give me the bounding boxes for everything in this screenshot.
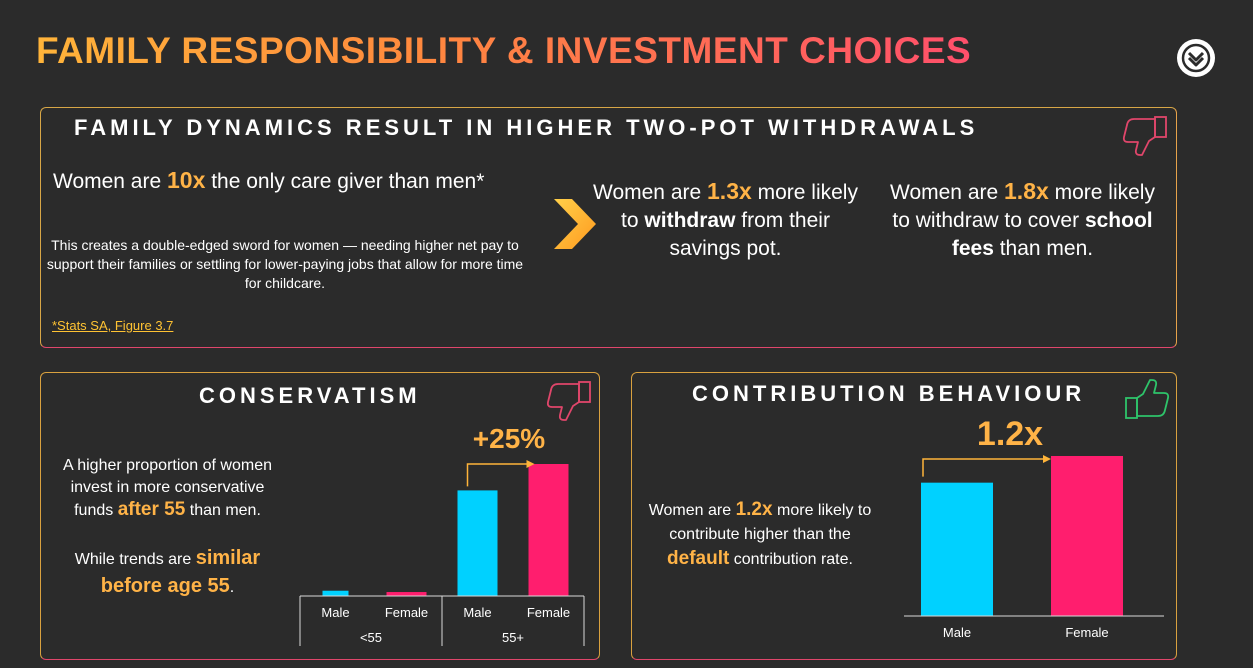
annotation-arrowhead bbox=[526, 460, 535, 468]
contribution-text: Women are 1.2x more likely to contribute… bbox=[640, 498, 880, 572]
group-label: <55 bbox=[360, 630, 382, 645]
annotation-label: 1.2x bbox=[977, 415, 1043, 453]
tick-label: Female bbox=[385, 605, 428, 620]
conservatism-text: A higher proportion of women invest in m… bbox=[50, 455, 285, 522]
school-fees-stat: Women are 1.8x more likely to withdraw t… bbox=[880, 177, 1165, 263]
stat-value: 1.2x bbox=[735, 499, 773, 520]
stat-bold: withdraw bbox=[644, 209, 736, 232]
stat-value: similar before age 55 bbox=[100, 547, 261, 597]
discovery-logo-icon bbox=[1177, 39, 1215, 77]
stat-text: from their savings pot. bbox=[669, 209, 830, 260]
chart-bar bbox=[457, 490, 498, 596]
stat-text: contribution rate. bbox=[729, 551, 853, 568]
tick-label: Female bbox=[527, 605, 570, 620]
stat-text: Women are bbox=[593, 181, 708, 204]
stat-value: 1.3x bbox=[707, 178, 752, 204]
stat-text: than men. bbox=[185, 502, 261, 519]
conservatism-panel bbox=[40, 372, 600, 660]
annotation-label: +25% bbox=[473, 423, 545, 454]
conservatism-chart: Male Female Male Female<55 55++25% bbox=[299, 423, 585, 646]
stat-text: than men. bbox=[993, 237, 1094, 260]
stat-text: . bbox=[229, 579, 235, 596]
annotation-arrow bbox=[466, 463, 527, 487]
stat-text: more likely to withdraw to cover bbox=[892, 181, 1155, 232]
stat-text: Women are bbox=[648, 502, 736, 519]
annotation-arrow bbox=[922, 458, 1043, 477]
thumbs-down-icon bbox=[1122, 116, 1167, 156]
source-link[interactable]: *Stats SA, Figure 3.7 bbox=[52, 318, 174, 333]
tick-label: Female bbox=[1065, 625, 1108, 640]
thumbs-up-icon bbox=[1125, 379, 1170, 419]
stat-text: Women are bbox=[890, 181, 1005, 204]
family-dynamics-heading: FAMILY DYNAMICS RESULT IN HIGHER TWO-POT… bbox=[74, 115, 979, 140]
stat-text: more likely to contribute higher than th… bbox=[669, 502, 872, 543]
chart-bar bbox=[322, 590, 349, 596]
chart-bar bbox=[1051, 456, 1123, 616]
tick-label: Male bbox=[463, 605, 491, 620]
stat-value: 10x bbox=[167, 167, 206, 193]
family-dynamics-panel bbox=[40, 107, 1177, 348]
contribution-panel bbox=[631, 372, 1177, 660]
family-description: This creates a double-edged sword for wo… bbox=[46, 237, 524, 291]
stat-text: A higher proportion of women invest in m… bbox=[62, 457, 272, 519]
stat-text: While trends are bbox=[74, 551, 196, 568]
stat-text: more likely to bbox=[621, 181, 858, 232]
tick-label: Male bbox=[943, 625, 971, 640]
chevron-right-icon bbox=[554, 199, 596, 249]
chart-bar bbox=[386, 592, 427, 596]
conservatism-trend-text: While trends are similar before age 55. bbox=[50, 545, 285, 601]
page-title: FAMILY RESPONSIBILITY & INVESTMENT CHOIC… bbox=[36, 30, 972, 71]
stat-bold: default bbox=[667, 548, 730, 569]
care-giver-stat: Women are 10x the only care giver than m… bbox=[53, 167, 484, 194]
stat-text: Women are bbox=[53, 170, 167, 193]
stat-value: after 55 bbox=[117, 499, 186, 520]
chart-bar bbox=[528, 464, 569, 596]
thumbs-down-icon bbox=[546, 381, 591, 421]
group-label: 55+ bbox=[502, 630, 524, 645]
contribution-chart: Male Female 1.2x bbox=[904, 415, 1164, 640]
stat-value: 1.8x bbox=[1004, 178, 1049, 204]
conservatism-heading: CONSERVATISM bbox=[199, 383, 421, 408]
tick-label: Male bbox=[321, 605, 349, 620]
stat-text: the only care giver than men* bbox=[205, 170, 485, 193]
annotation-arrowhead bbox=[1043, 455, 1051, 463]
contribution-heading: CONTRIBUTION BEHAVIOUR bbox=[692, 381, 1086, 406]
stat-bold: school fees bbox=[951, 209, 1153, 260]
chart-bar bbox=[921, 482, 993, 616]
withdraw-stat: Women are 1.3x more likely to withdraw f… bbox=[588, 177, 863, 263]
